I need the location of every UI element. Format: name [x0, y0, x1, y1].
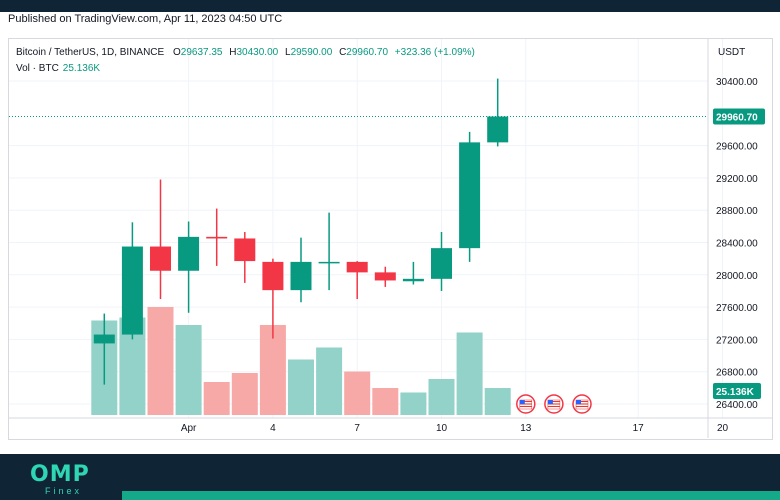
- x-tick-label: 10: [436, 423, 448, 434]
- y-tick-label: 26400.00: [716, 400, 758, 411]
- candle-body: [402, 278, 424, 282]
- y-tick-label: 28000.00: [716, 271, 758, 282]
- candle-body: [178, 236, 200, 271]
- y-tick-label: 30400.00: [716, 77, 758, 88]
- candle-body: [290, 261, 312, 291]
- candle-body: [262, 261, 284, 291]
- symbol-name: Bitcoin / TetherUS, 1D, BINANCE: [16, 47, 165, 58]
- candle-body: [206, 236, 228, 239]
- volume-legend: Vol · BTC 25.136K: [16, 63, 100, 74]
- volume-value: 25.136K: [62, 63, 101, 74]
- candle-body: [374, 272, 396, 281]
- close-label: C: [339, 47, 347, 58]
- candle-body: [234, 238, 256, 262]
- omp-logo: OMP: [30, 462, 90, 487]
- volume-bar: [372, 388, 399, 415]
- volume-bar: [316, 347, 343, 415]
- chart-frame: [8, 38, 773, 440]
- symbol-legend: Bitcoin / TetherUS, 1D, BINANCE O29637.3…: [16, 47, 475, 58]
- y-tick-label: 27600.00: [716, 303, 758, 314]
- footer-accent-bar: [122, 491, 780, 500]
- volume-bar: [147, 307, 174, 415]
- volume-bar: [231, 373, 258, 415]
- volume-bar: [400, 392, 427, 415]
- change-value: +323.36 (+1.09%): [394, 47, 475, 58]
- x-tick-label: 13: [520, 423, 532, 434]
- omp-logo-subtitle: Finex: [45, 486, 83, 496]
- high-label: H: [229, 47, 237, 58]
- candle-body: [487, 116, 509, 143]
- volume-badge-label: 25.136K: [716, 387, 755, 398]
- y-tick-label: 29200.00: [716, 174, 758, 185]
- x-tick-label: 17: [633, 423, 645, 434]
- volume-bar: [288, 359, 314, 415]
- open-value: 29637.35: [180, 47, 223, 58]
- volume-badge: [713, 383, 761, 399]
- y-tick-label: 28400.00: [716, 239, 758, 250]
- x-tick-label: Apr: [181, 423, 197, 434]
- x-tick-label: 4: [270, 423, 276, 434]
- footer-bar: [0, 454, 780, 500]
- published-note: Published on TradingView.com, Apr 11, 20…: [8, 13, 283, 25]
- volume-bar: [428, 379, 455, 415]
- volume-bar: [484, 388, 511, 415]
- close-value: 29960.70: [346, 47, 389, 58]
- candle-body: [318, 261, 340, 264]
- volume-bar: [344, 371, 371, 415]
- y-tick-label: 26800.00: [716, 368, 758, 379]
- y-tick-label: 27200.00: [716, 335, 758, 346]
- flag-canton: [547, 400, 553, 404]
- high-value: 30430.00: [236, 47, 279, 58]
- current-price-badge: [713, 108, 765, 125]
- volume-label: Vol · BTC: [16, 63, 59, 74]
- candle-body: [431, 248, 452, 279]
- candle-body: [150, 246, 171, 271]
- volume-bar: [259, 325, 286, 415]
- open-label: O: [172, 47, 181, 58]
- top-bar: [0, 0, 780, 12]
- current-price-label: 29960.70: [716, 112, 758, 123]
- y-tick-label: 29600.00: [716, 142, 758, 153]
- volume-bar: [175, 325, 202, 415]
- flag-canton: [576, 400, 581, 404]
- candlestick-chart[interactable]: 30400.00 29600.00 29200.00 28800.00 28400.00…: [0, 0, 780, 454]
- candle-body: [459, 142, 481, 249]
- y-tick-label: 28800.00: [716, 206, 758, 217]
- currency-label: USDT: [718, 47, 746, 58]
- volume-bar: [203, 382, 230, 415]
- volume-bar: [456, 332, 483, 415]
- low-value: 29590.00: [290, 47, 333, 58]
- candle-body: [121, 246, 143, 335]
- candle-body: [93, 334, 115, 344]
- low-label: L: [285, 47, 291, 58]
- x-tick-label: 20: [717, 423, 729, 434]
- x-tick-label: 7: [354, 423, 360, 434]
- flag-canton: [519, 400, 525, 404]
- candle-body: [346, 261, 368, 273]
